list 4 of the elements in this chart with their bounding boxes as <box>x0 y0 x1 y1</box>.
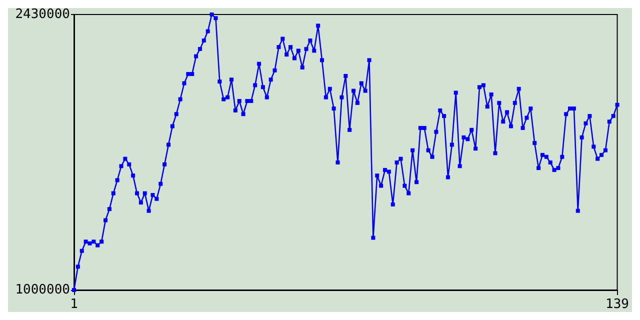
x-tick-label: 139 <box>606 297 629 312</box>
x-tick-label: 1 <box>70 297 78 312</box>
y-tick-label: 1000000 <box>15 282 70 298</box>
y-tick-label: 2430000 <box>15 7 70 22</box>
